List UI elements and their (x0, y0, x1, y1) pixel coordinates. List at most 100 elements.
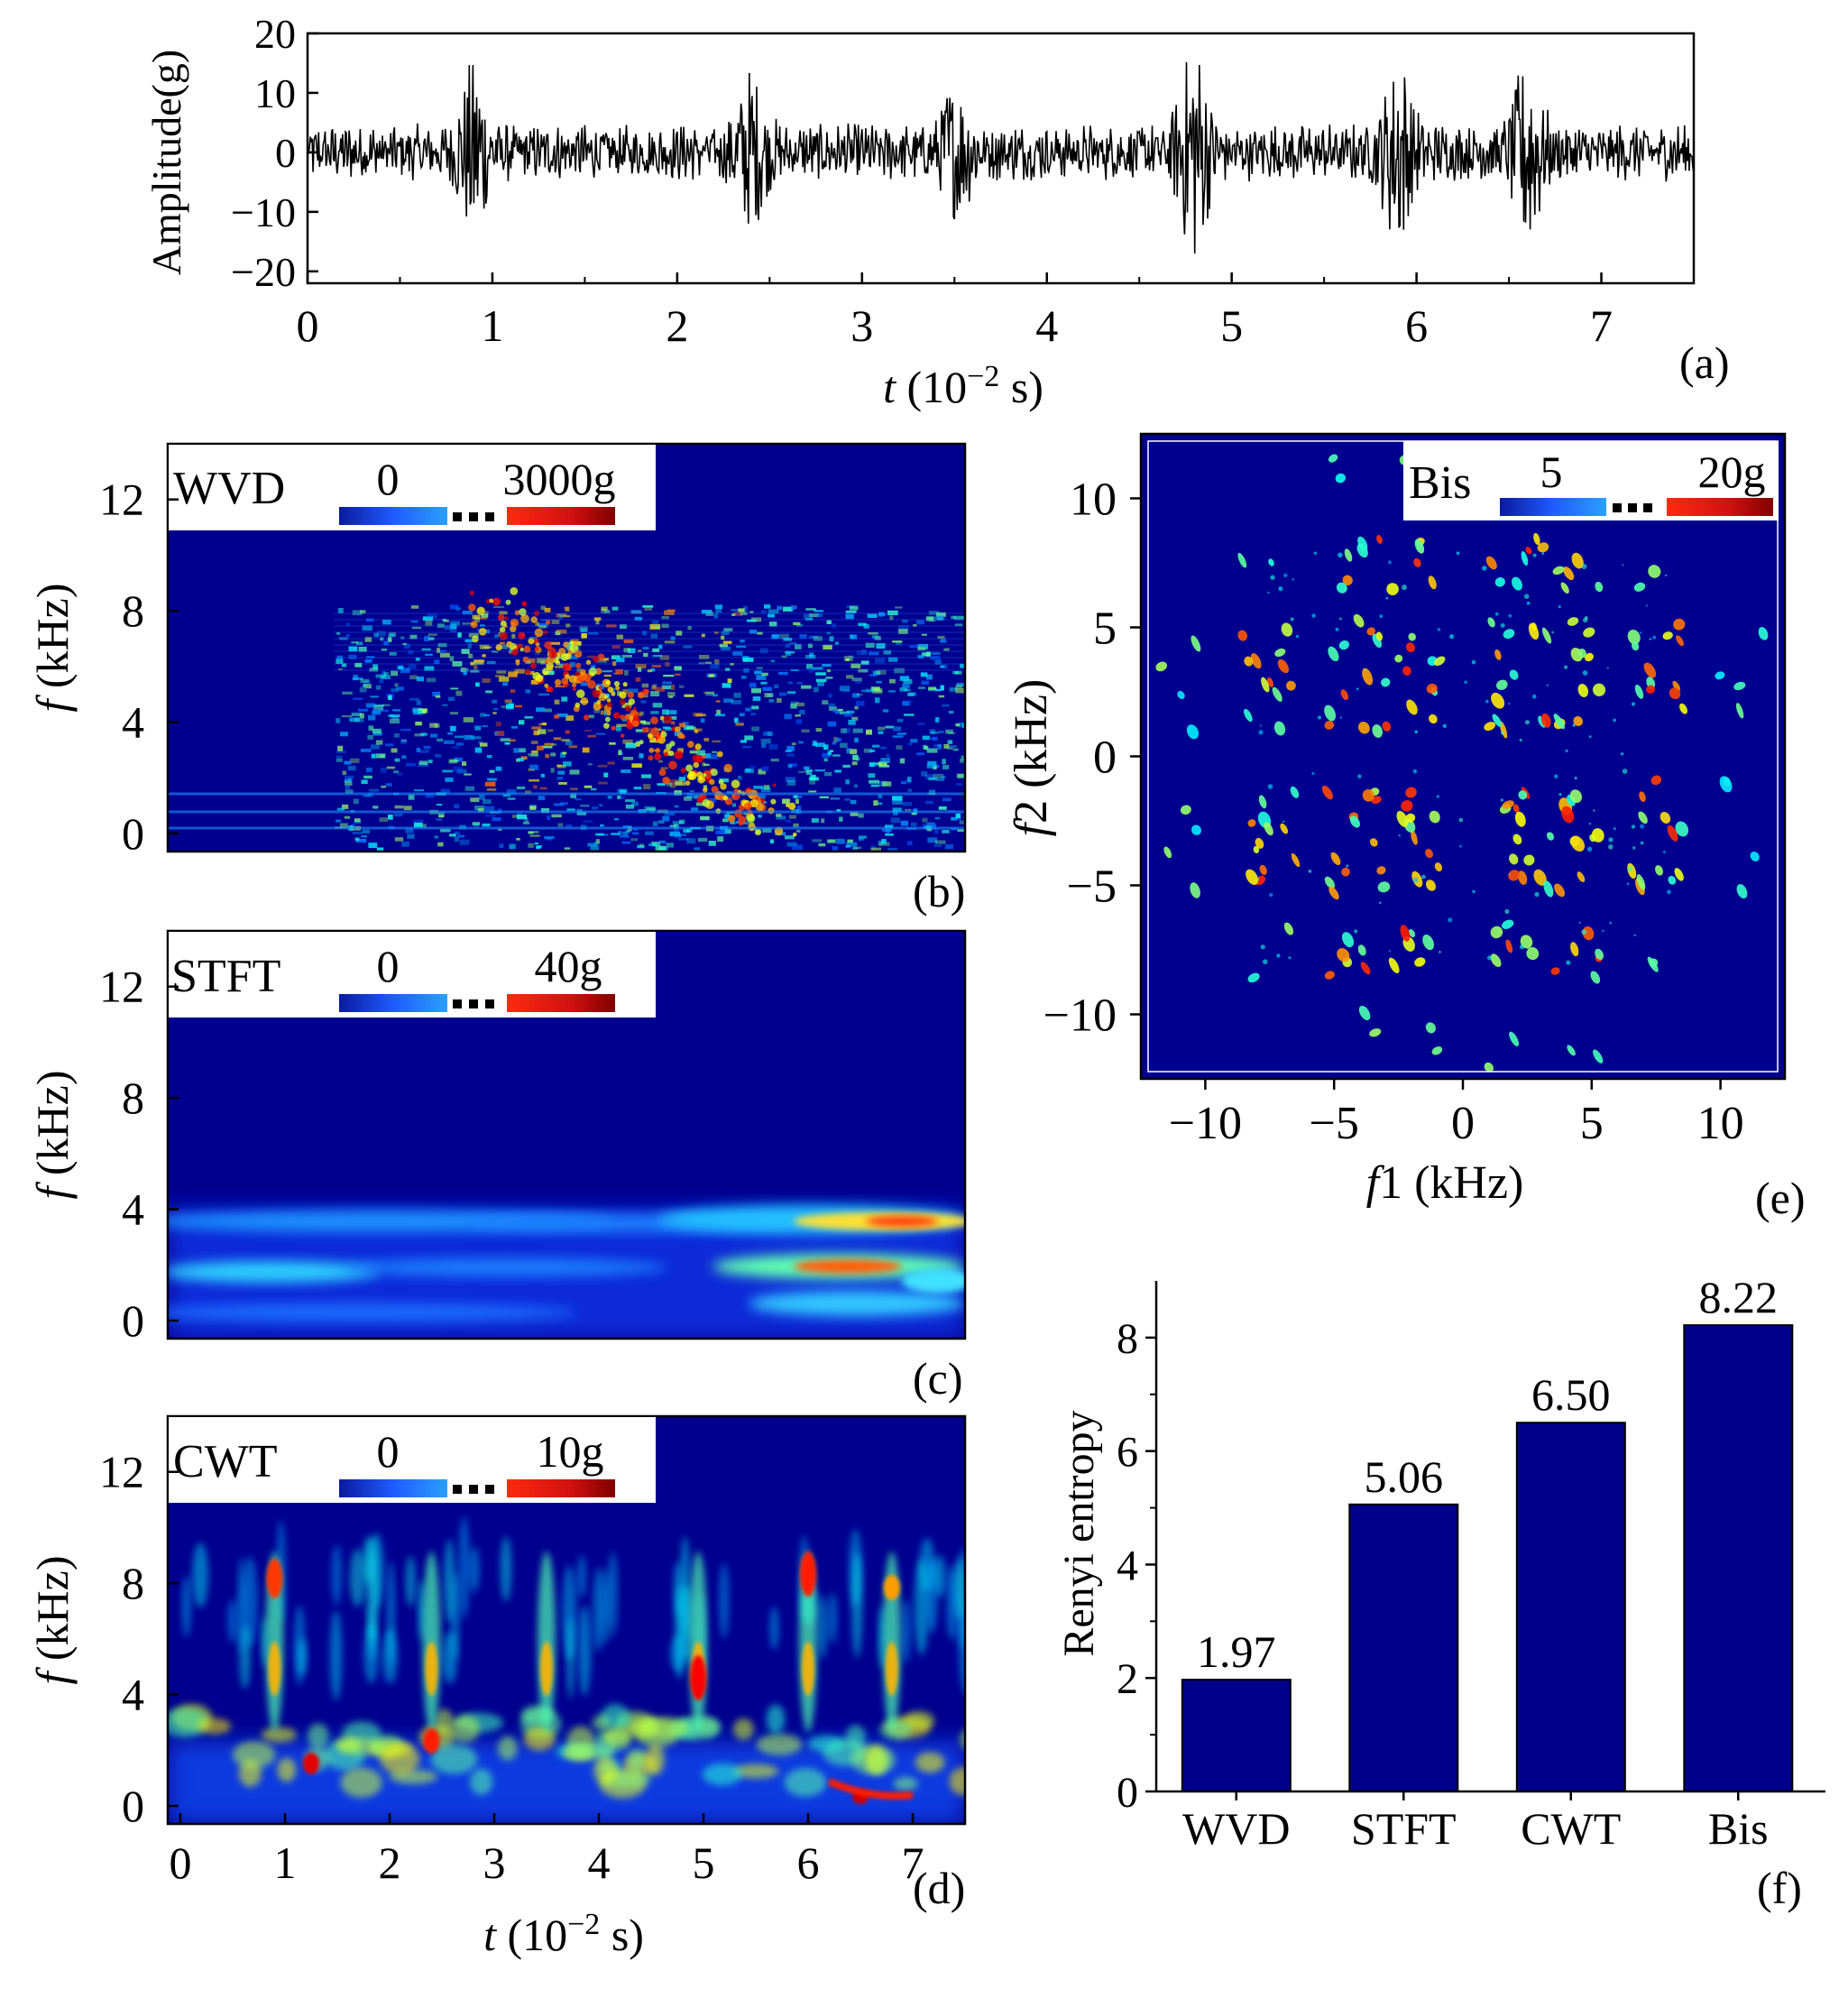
wvd-hotspot (659, 715, 666, 721)
bis-speck (1283, 820, 1285, 824)
wvd-cell (925, 616, 934, 622)
panel-d-legend-max: 10g (537, 1426, 604, 1477)
wvd-hotspot (749, 799, 759, 808)
wvd-hotspot (635, 741, 641, 747)
wvd-cell (352, 610, 363, 616)
wvd-cell (371, 744, 380, 750)
wvd-cell (735, 723, 744, 726)
wvd-cell (678, 777, 685, 782)
bis-peak (1274, 648, 1286, 658)
wvd-cell (764, 604, 771, 609)
wvd-hotspot (680, 768, 686, 774)
wvd-cell (631, 832, 639, 835)
wvd-cell (454, 804, 460, 809)
wvd-hotspot (515, 661, 520, 666)
wvd-cell (806, 769, 813, 775)
wvd-cell (459, 839, 470, 845)
wvd-cell (440, 788, 451, 794)
bis-peak (1758, 627, 1769, 640)
cwt-streak (933, 1555, 946, 1598)
wvd-cell (348, 646, 358, 652)
wvd-cell (519, 720, 525, 725)
wvd-cell (400, 668, 410, 674)
wvd-cell (623, 648, 630, 653)
wvd-cell (470, 669, 480, 673)
wvd-cell (365, 684, 372, 689)
wvd-hotspot (530, 616, 538, 623)
wvd-cell (852, 755, 859, 760)
wvd-cell (937, 744, 942, 750)
wvd-cell (666, 782, 673, 787)
bis-peak (1180, 805, 1191, 815)
bis-speck (1652, 635, 1657, 640)
wvd-cell (698, 662, 705, 665)
wvd-cell (721, 646, 731, 650)
bis-peak (1517, 870, 1528, 885)
wvd-cell (827, 839, 836, 843)
wvd-cell (528, 843, 534, 848)
cwt-ridge-core (802, 1642, 814, 1696)
wvd-cell (522, 821, 530, 824)
bis-peak (1593, 1049, 1604, 1064)
wvd-cell (710, 754, 719, 760)
bis-speck (1606, 667, 1609, 669)
wvd-cell (396, 686, 404, 691)
wvd-cell (356, 641, 363, 646)
bis-peak (1649, 958, 1659, 968)
bis-peak (1259, 864, 1267, 875)
wvd-hotspot (716, 750, 723, 758)
cwt-low-blob (845, 1725, 866, 1750)
wvd-cell (943, 743, 950, 749)
cwt-low-blob (261, 1727, 297, 1743)
wvd-cell (545, 753, 550, 759)
wvd-cell (933, 766, 937, 770)
wvd-cell (646, 807, 657, 811)
wvd-hotspot (607, 686, 614, 693)
wvd-cell (529, 806, 537, 810)
bis-peak (1546, 832, 1555, 841)
bis-speck (1267, 784, 1273, 789)
wvd-cell (953, 615, 965, 621)
wvd-cell (812, 839, 823, 843)
wvd-cell (538, 723, 547, 726)
bis-peak (1583, 627, 1595, 638)
wvd-cell (674, 781, 683, 785)
wvd-cell (366, 656, 375, 658)
bis-peak (1273, 721, 1286, 736)
wvd-cell (462, 622, 473, 625)
wvd-cell (544, 607, 551, 612)
wvd-cell (662, 681, 672, 685)
bis-peak (1425, 1022, 1436, 1034)
wvd-cell (534, 651, 540, 656)
bis-speck (1593, 809, 1595, 812)
wvd-cell (456, 742, 464, 746)
panel-a-xtick-label: 4 (1035, 300, 1058, 351)
bis-speck (1633, 934, 1637, 937)
wvd-cell (788, 763, 798, 768)
wvd-cell (437, 623, 445, 628)
wvd-cell (865, 688, 875, 693)
wvd-cell (565, 824, 573, 828)
bis-peak (1494, 649, 1502, 660)
bis-peak (1592, 683, 1606, 696)
wvd-cell (875, 697, 880, 704)
wvd-cell (825, 677, 833, 679)
wvd-cell (479, 794, 485, 800)
bis-peak (1191, 635, 1201, 652)
panel-d-frame (166, 1414, 967, 1826)
panel-d-label: (d) (913, 1863, 965, 1913)
wvd-cell (423, 616, 433, 622)
bis-peak (1246, 869, 1259, 885)
wvd-cell (827, 669, 831, 673)
wvd-hotspot (711, 786, 719, 794)
wvd-cell (638, 667, 642, 672)
bis-speck (1449, 634, 1455, 640)
wvd-cell (866, 729, 872, 735)
bis-speck (1339, 716, 1342, 719)
wvd-cell (568, 745, 577, 749)
bis-peak (1362, 668, 1374, 686)
panel-e-ytick-label: 10 (1070, 474, 1117, 526)
bis-peak (1405, 642, 1416, 653)
wvd-cell (740, 612, 748, 615)
